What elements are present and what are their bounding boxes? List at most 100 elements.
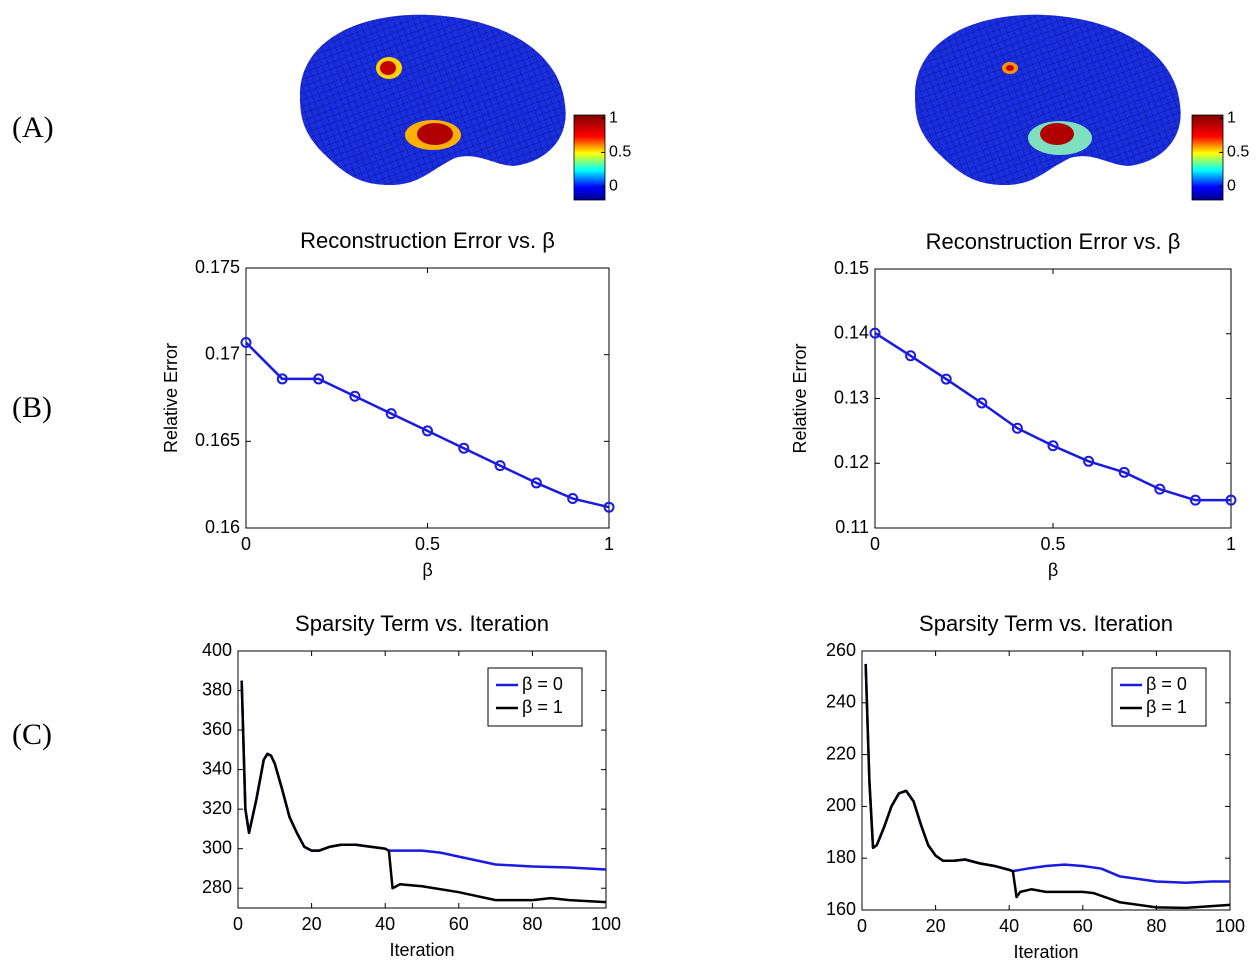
x-tick-label: 60 xyxy=(449,914,469,934)
data-point xyxy=(1011,422,1023,434)
axes-box xyxy=(237,650,607,909)
x-axis-label: Iteration xyxy=(1013,942,1078,962)
axes-box xyxy=(245,267,610,529)
data-point xyxy=(1225,494,1237,506)
x-tick-label: 0 xyxy=(870,534,880,554)
x-axis-label: β xyxy=(1048,560,1058,580)
x-axis-label: Iteration xyxy=(389,940,454,960)
data-point xyxy=(976,397,988,409)
colorbar-tick-label: 1 xyxy=(609,110,618,127)
brain-left xyxy=(300,14,566,186)
x-tick-label: 20 xyxy=(302,914,322,934)
y-tick-label: 200 xyxy=(826,795,856,815)
y-tick-label: 0.14 xyxy=(834,323,869,343)
y-axis-label: Relative Error xyxy=(790,343,810,453)
series-line xyxy=(864,663,1231,910)
data-point xyxy=(603,501,615,513)
data-point xyxy=(1189,494,1201,506)
y-tick-label: 0.15 xyxy=(834,258,869,278)
colorbar xyxy=(1191,114,1224,201)
x-tick-label: 0 xyxy=(233,914,243,934)
x-tick-label: 0 xyxy=(857,916,867,936)
legend-label: β = 1 xyxy=(1146,697,1187,717)
x-tick-label: 0.5 xyxy=(1040,534,1065,554)
x-tick-label: 100 xyxy=(1215,916,1245,936)
panel-label: (A) xyxy=(12,111,54,144)
x-tick-label: 40 xyxy=(375,914,395,934)
panel-label: (C) xyxy=(12,718,52,751)
data-point xyxy=(1118,466,1130,478)
y-tick-label: 400 xyxy=(202,640,232,660)
x-tick-label: 1 xyxy=(1226,534,1236,554)
data-point xyxy=(385,408,397,420)
y-tick-label: 160 xyxy=(826,899,856,919)
brain-right xyxy=(915,14,1181,186)
data-point xyxy=(349,390,361,402)
legend-label: β = 0 xyxy=(522,674,563,694)
x-tick-label: 1 xyxy=(604,534,614,554)
legend-box xyxy=(487,667,583,727)
data-point xyxy=(1047,440,1059,452)
panel-label: (B) xyxy=(12,391,52,424)
data-point xyxy=(313,373,325,385)
y-tick-label: 0.175 xyxy=(195,257,240,277)
chart-title: Sparsity Term vs. Iteration xyxy=(295,611,549,636)
y-tick-label: 180 xyxy=(826,847,856,867)
y-tick-label: 380 xyxy=(202,679,232,699)
data-point xyxy=(494,460,506,472)
data-point xyxy=(1154,483,1166,495)
chart-title: Sparsity Term vs. Iteration xyxy=(919,611,1173,636)
colorbar-tick-label: 0.5 xyxy=(1227,144,1249,161)
y-tick-label: 360 xyxy=(202,719,232,739)
x-tick-label: 0.5 xyxy=(415,534,440,554)
x-tick-label: 100 xyxy=(591,914,621,934)
legend-box xyxy=(1111,667,1207,727)
x-axis-label: β xyxy=(422,560,432,580)
data-point xyxy=(240,337,252,349)
colorbar-tick-label: 0 xyxy=(1227,178,1236,195)
series-line xyxy=(874,332,1231,502)
series-line xyxy=(245,341,610,509)
legend-label: β = 1 xyxy=(522,697,563,717)
data-point xyxy=(458,442,470,454)
axes-box xyxy=(874,268,1232,529)
y-axis-label: Relative Error xyxy=(161,343,181,453)
y-tick-label: 340 xyxy=(202,758,232,778)
chart-title: Reconstruction Error vs. β xyxy=(300,228,555,253)
data-point xyxy=(422,425,433,437)
data-point xyxy=(869,327,881,339)
x-tick-label: 40 xyxy=(999,916,1019,936)
x-tick-label: 20 xyxy=(926,916,946,936)
y-tick-label: 320 xyxy=(202,798,232,818)
colorbar-tick-label: 0 xyxy=(609,178,618,195)
chart-title: Reconstruction Error vs. β xyxy=(926,229,1181,254)
x-tick-label: 80 xyxy=(522,914,542,934)
colorbar-tick-label: 1 xyxy=(1227,110,1236,127)
colorbar-tick-label: 0.5 xyxy=(609,144,631,161)
y-tick-label: 220 xyxy=(826,743,856,763)
series-line xyxy=(240,680,607,904)
data-point xyxy=(276,373,288,385)
y-tick-label: 260 xyxy=(826,640,856,660)
x-tick-label: 80 xyxy=(1146,916,1166,936)
x-tick-label: 60 xyxy=(1073,916,1093,936)
colorbar xyxy=(573,114,606,201)
y-tick-label: 0.11 xyxy=(835,517,869,537)
y-tick-label: 240 xyxy=(826,692,856,712)
y-tick-label: 0.165 xyxy=(195,430,240,450)
y-tick-label: 0.16 xyxy=(205,517,240,537)
data-point xyxy=(567,493,579,505)
y-tick-label: 0.17 xyxy=(205,343,240,363)
legend-label: β = 0 xyxy=(1146,674,1187,694)
axes-box xyxy=(861,650,1231,911)
y-tick-label: 0.12 xyxy=(834,452,869,472)
x-tick-label: 0 xyxy=(241,534,251,554)
y-tick-label: 280 xyxy=(202,877,232,897)
y-tick-label: 0.13 xyxy=(834,387,869,407)
data-point xyxy=(940,373,952,385)
data-point xyxy=(1083,455,1095,467)
y-tick-label: 300 xyxy=(202,837,232,857)
data-point xyxy=(530,477,542,489)
data-point xyxy=(905,350,917,362)
